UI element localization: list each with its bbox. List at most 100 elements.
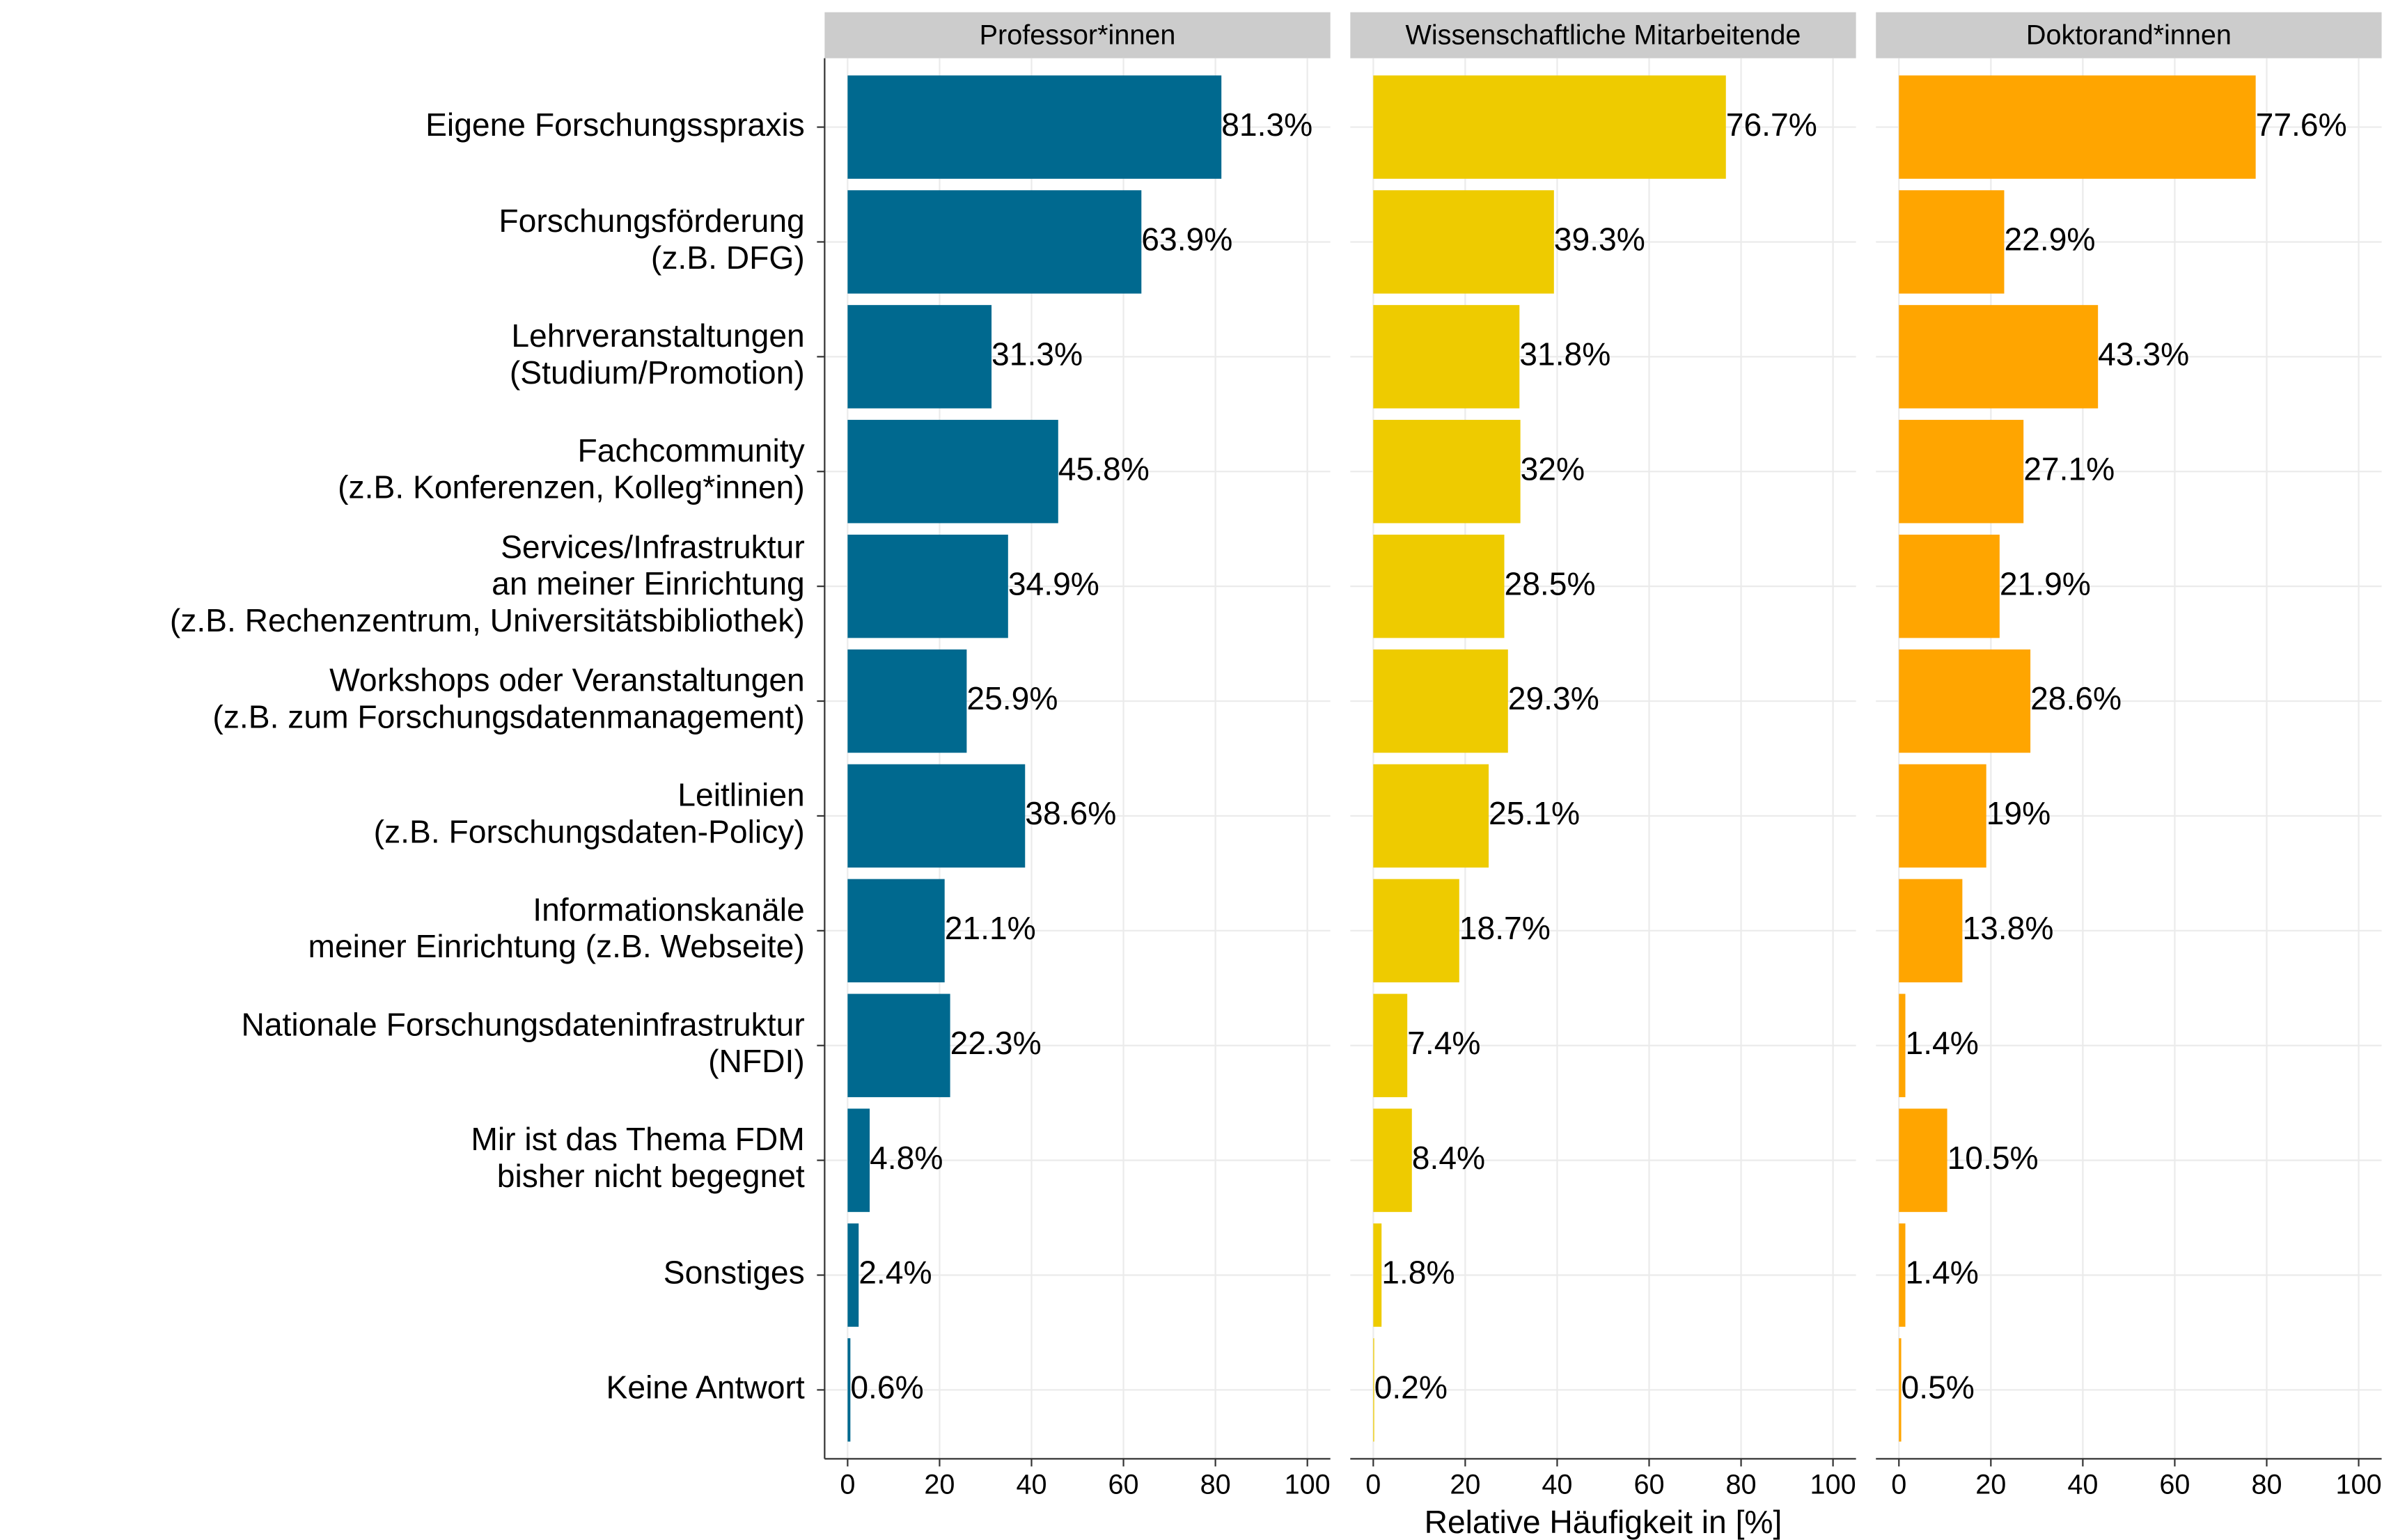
x-tick-label: 80: [1200, 1469, 1231, 1500]
value-label: 32%: [1521, 450, 1585, 487]
value-label: 63.9%: [1141, 221, 1232, 258]
value-label: 27.1%: [2023, 450, 2115, 487]
bar: [1899, 764, 1986, 868]
bar: [847, 764, 1026, 868]
bar: [1899, 534, 2000, 638]
value-label: 31.3%: [991, 336, 1083, 372]
bar: [847, 1108, 870, 1212]
x-tick-label: 100: [2336, 1469, 2382, 1500]
x-tick-label: 60: [1108, 1469, 1139, 1500]
category-label: Lehrveranstaltungen (Studium/Promotion): [510, 317, 805, 391]
bar: [847, 993, 950, 1097]
x-tick-label: 100: [1285, 1469, 1331, 1500]
value-label: 18.7%: [1459, 910, 1551, 946]
panel-title: Doktorand*innen: [2026, 19, 2232, 50]
value-label: 2.4%: [859, 1255, 932, 1291]
value-label: 28.6%: [2030, 680, 2122, 716]
bar: [847, 879, 945, 983]
bar: [1899, 879, 1963, 983]
x-tick-label: 40: [1016, 1469, 1046, 1500]
category-label: Leitlinien (z.B. Forschungsdaten-Policy): [374, 777, 805, 850]
value-label: 4.8%: [870, 1140, 943, 1176]
category-label: Fachcommunity (z.B. Konferenzen, Kolleg*i…: [338, 432, 805, 505]
bar: [847, 190, 1142, 294]
bar: [1373, 649, 1508, 753]
bar: [1899, 75, 2256, 179]
x-tick-label: 80: [2251, 1469, 2282, 1500]
category-label: Mir ist das Thema FDM bisher nicht begegn…: [471, 1121, 805, 1194]
bar: [1373, 1108, 1412, 1212]
value-label: 0.5%: [1902, 1369, 1975, 1406]
value-label: 76.7%: [1726, 107, 1817, 143]
value-label: 7.4%: [1407, 1025, 1480, 1061]
value-label: 22.9%: [2004, 221, 2095, 258]
bar: [1899, 1223, 1906, 1327]
bar: [1899, 305, 2099, 409]
x-tick-label: 20: [1450, 1469, 1480, 1500]
value-label: 1.4%: [1906, 1025, 1979, 1061]
bar: [1373, 1338, 1374, 1442]
value-label: 21.9%: [2000, 565, 2091, 602]
bar: [1899, 190, 2005, 294]
value-label: 8.4%: [1412, 1140, 1485, 1176]
x-tick-label: 60: [2159, 1469, 2190, 1500]
bar: [847, 75, 1222, 179]
x-tick-label: 0: [1891, 1469, 1906, 1500]
category-label: Sonstiges: [664, 1255, 805, 1291]
x-tick-label: 40: [2067, 1469, 2098, 1500]
value-label: 45.8%: [1058, 450, 1150, 487]
value-label: 25.9%: [966, 680, 1058, 716]
panel-title: Wissenschaftliche Mitarbeitende: [1405, 19, 1801, 50]
value-label: 25.1%: [1489, 795, 1580, 831]
bar: [1373, 993, 1408, 1097]
value-label: 39.3%: [1554, 221, 1645, 258]
x-tick-label: 0: [1365, 1469, 1381, 1500]
bar: [1899, 1108, 1947, 1212]
strip: [1876, 12, 2382, 58]
x-axis-title: Relative Häufigkeit in [%]: [1425, 1504, 1782, 1540]
value-label: 22.3%: [950, 1025, 1042, 1061]
value-label: 29.3%: [1508, 680, 1599, 716]
bar: [847, 534, 1008, 638]
bar: [1899, 649, 2031, 753]
bar: [1899, 420, 2024, 524]
bar: [1373, 190, 1554, 294]
value-label: 81.3%: [1221, 107, 1312, 143]
x-tick-label: 60: [1633, 1469, 1664, 1500]
panel-title: Professor*innen: [980, 19, 1176, 50]
bar: [847, 420, 1058, 524]
value-label: 77.6%: [2256, 107, 2347, 143]
strip: [824, 12, 1331, 58]
value-label: 28.5%: [1505, 565, 1596, 602]
bar: [847, 649, 967, 753]
bar: [847, 1223, 859, 1327]
value-label: 1.4%: [1906, 1255, 1979, 1291]
bar: [847, 305, 992, 409]
bar: [1373, 534, 1505, 638]
value-label: 10.5%: [1947, 1140, 2039, 1176]
x-tick-label: 40: [1542, 1469, 1572, 1500]
value-label: 0.2%: [1374, 1369, 1448, 1406]
category-label: Keine Antwort: [606, 1369, 805, 1406]
x-tick-label: 0: [840, 1469, 855, 1500]
category-label: Services/Infrastruktur an meiner Einricht…: [170, 529, 805, 639]
bar: [1373, 764, 1489, 868]
bar: [1899, 1338, 1902, 1442]
value-label: 0.6%: [850, 1369, 923, 1406]
value-label: 38.6%: [1025, 795, 1116, 831]
strip: [1350, 12, 1856, 58]
x-tick-label: 100: [1810, 1469, 1856, 1500]
value-label: 31.8%: [1519, 336, 1610, 372]
bar: [1373, 305, 1520, 409]
bar: [1899, 993, 1906, 1097]
value-label: 34.9%: [1008, 565, 1099, 602]
x-tick-label: 20: [1975, 1469, 2006, 1500]
bar: [847, 1338, 851, 1442]
x-tick-label: 20: [924, 1469, 955, 1500]
value-label: 19%: [1986, 795, 2051, 831]
value-label: 1.8%: [1381, 1255, 1455, 1291]
value-label: 21.1%: [945, 910, 1036, 946]
category-label: Eigene Forschungsspraxis: [425, 107, 805, 143]
bar: [1373, 1223, 1382, 1327]
